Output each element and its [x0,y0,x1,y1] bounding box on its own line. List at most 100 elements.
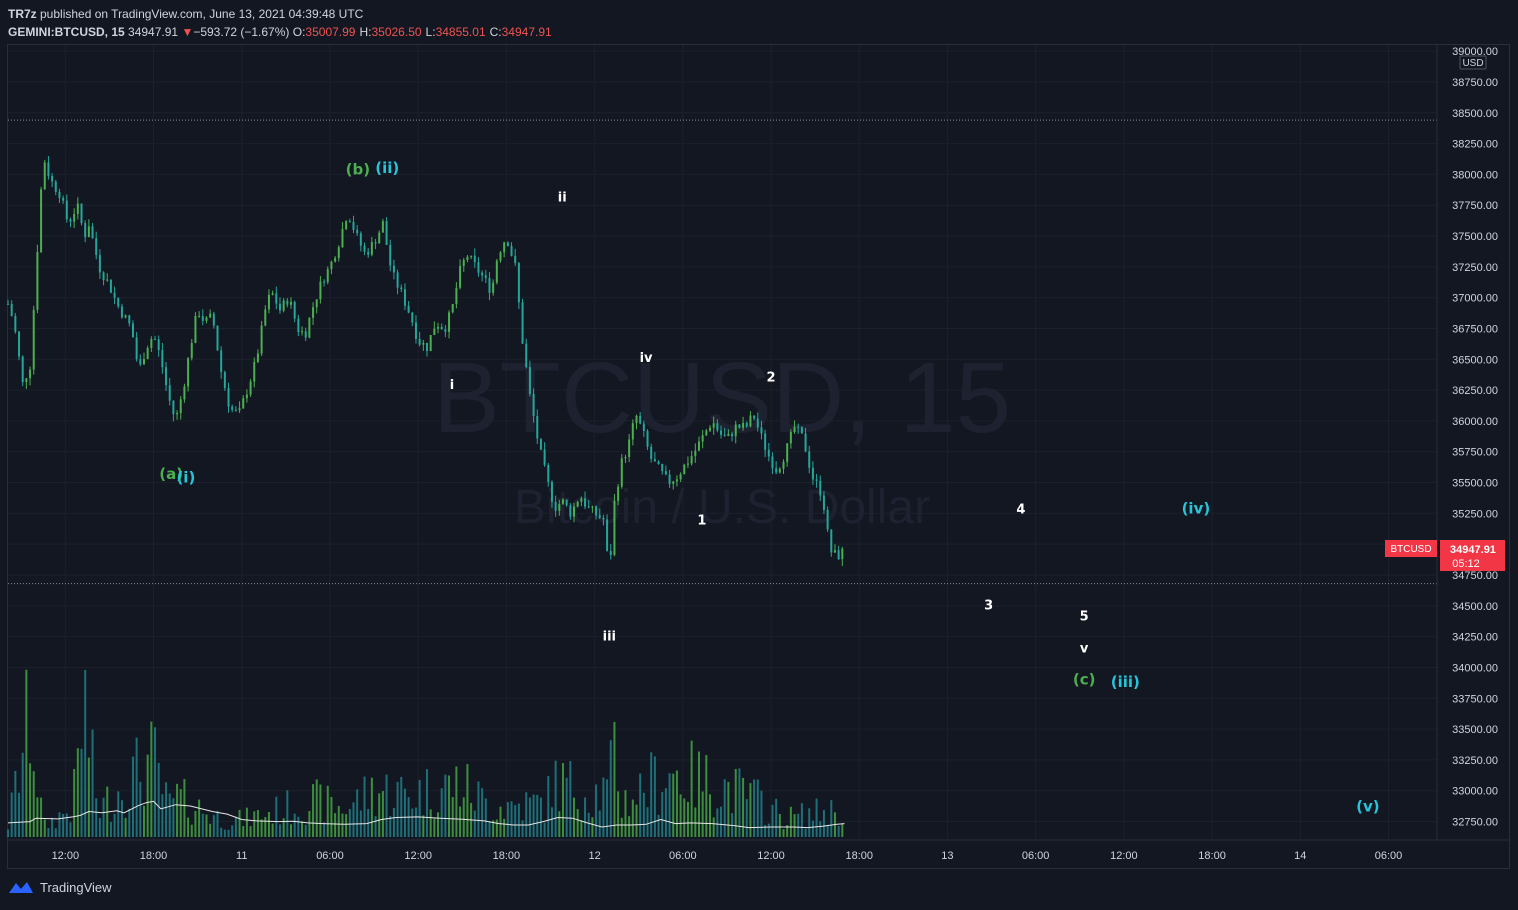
volume-bar [444,774,447,837]
candle-body [76,203,79,214]
candle-body [216,325,219,351]
volume-bar [264,817,267,837]
footer-brand[interactable]: TradingView [40,880,112,895]
wave-label[interactable]: i [450,378,454,393]
volume-bar [602,777,605,837]
candle-body [782,461,785,469]
candle-body [414,322,417,339]
candle-body [561,499,564,504]
y-tick-label: 34750.00 [1452,570,1498,582]
candle-body [128,315,131,324]
candle-body [576,501,579,507]
candle-body [734,424,737,437]
volume-bar [793,814,796,837]
candle-body [709,427,712,431]
volume-bar [102,797,105,837]
wave-label[interactable]: v [1080,642,1089,657]
candle-body [558,503,561,511]
candle-body [510,245,513,256]
candle-body [580,498,583,502]
candle-body [51,176,54,182]
candle-body [80,203,83,224]
candle-body [14,316,17,332]
wave-label[interactable]: (v) [1356,798,1380,816]
watermark-description: Bitcoin / U.S. Dollar [514,481,930,534]
volume-bar [539,797,542,837]
volume-bar [411,808,414,837]
candle-body [822,495,825,510]
candle-body [440,326,443,330]
volume-bar [109,821,112,837]
volume-moving-average [7,800,845,829]
wave-label[interactable]: 2 [766,370,775,385]
candle-body [653,459,656,462]
price-tag-symbol: BTCUSD [1390,544,1431,555]
wave-label[interactable]: 4 [1016,502,1025,517]
wave-label[interactable]: (iv) [1182,499,1211,517]
candle-body [837,550,840,560]
wave-label[interactable]: 3 [984,599,993,614]
wave-label[interactable]: 5 [1080,610,1089,625]
volume-bar [323,822,326,837]
candle-body [18,331,21,357]
candle-body [29,369,32,379]
wave-label[interactable]: (iii) [1111,673,1140,691]
currency-label: USD [1459,55,1487,70]
price-axis[interactable]: 39000.00 38750.00 38500.00 38250.00 38000.00… [1452,46,1498,828]
candle-body [646,431,649,447]
candle-body [32,309,35,370]
wave-label[interactable]: (ii) [375,159,399,177]
wave-label[interactable]: 1 [697,513,706,528]
y-tick-label: 32750.00 [1452,817,1498,829]
candle-body [249,381,252,395]
x-tick-label: 12 [588,850,600,862]
wave-label[interactable]: iv [640,351,653,366]
candle-body [775,468,778,473]
tradingview-logo-icon[interactable] [8,880,34,895]
volume-bar [32,771,35,837]
volume-bar [543,822,546,837]
volume-bar [484,798,487,837]
volume-bar [712,817,715,837]
volume-bar [54,828,57,837]
volume-bar [403,788,406,837]
volume-bar [580,820,583,837]
wave-label[interactable]: (i) [176,469,195,487]
volume-bar [312,784,315,837]
candle-body [517,263,520,303]
author-name[interactable]: TR7z [8,7,37,21]
candle-body [359,233,362,246]
volume-bar [234,816,237,837]
candle-body [536,415,539,439]
candle-body [396,272,399,288]
candle-body [635,415,638,424]
wave-label[interactable]: (c) [1073,671,1096,689]
wave-label[interactable]: (b) [346,160,370,178]
candle-body [65,200,68,220]
wave-label[interactable]: iii [603,629,616,644]
volume-bar [841,823,844,837]
volume-bar [98,817,101,837]
volume-bar [742,777,745,837]
volume-bar [609,740,612,837]
volume-bar [782,829,785,837]
symbol-info: GEMINI:BTCUSD, 15 34947.91 ▼−593.72 (−1.… [8,25,556,39]
time-axis[interactable]: 12:00 18:00 11 06:00 12:00 18:00 12 06:00 12:00 1… [52,850,1403,862]
wave-label[interactable]: (a) [159,465,183,483]
candle-body [205,317,208,321]
y-tick-label: 38000.00 [1452,169,1498,181]
symbol-name[interactable]: GEMINI:BTCUSD, 15 [8,25,125,39]
candle-body [315,299,318,308]
candle-body [21,356,24,383]
wave-label[interactable]: ii [558,191,567,206]
price-chart[interactable]: BTCUSD, 15 Bitcoin / U.S. Dollar (a)(i) (… [0,0,1518,870]
volume-bar [194,810,197,837]
candle-body [172,400,175,415]
volume-bar [617,791,620,837]
volume-bar [745,799,748,837]
volume-bar [701,791,704,837]
x-tick-label: 11 [236,850,247,862]
volume-bar [187,817,190,837]
candle-body [550,481,553,502]
volume-bar [14,770,17,837]
